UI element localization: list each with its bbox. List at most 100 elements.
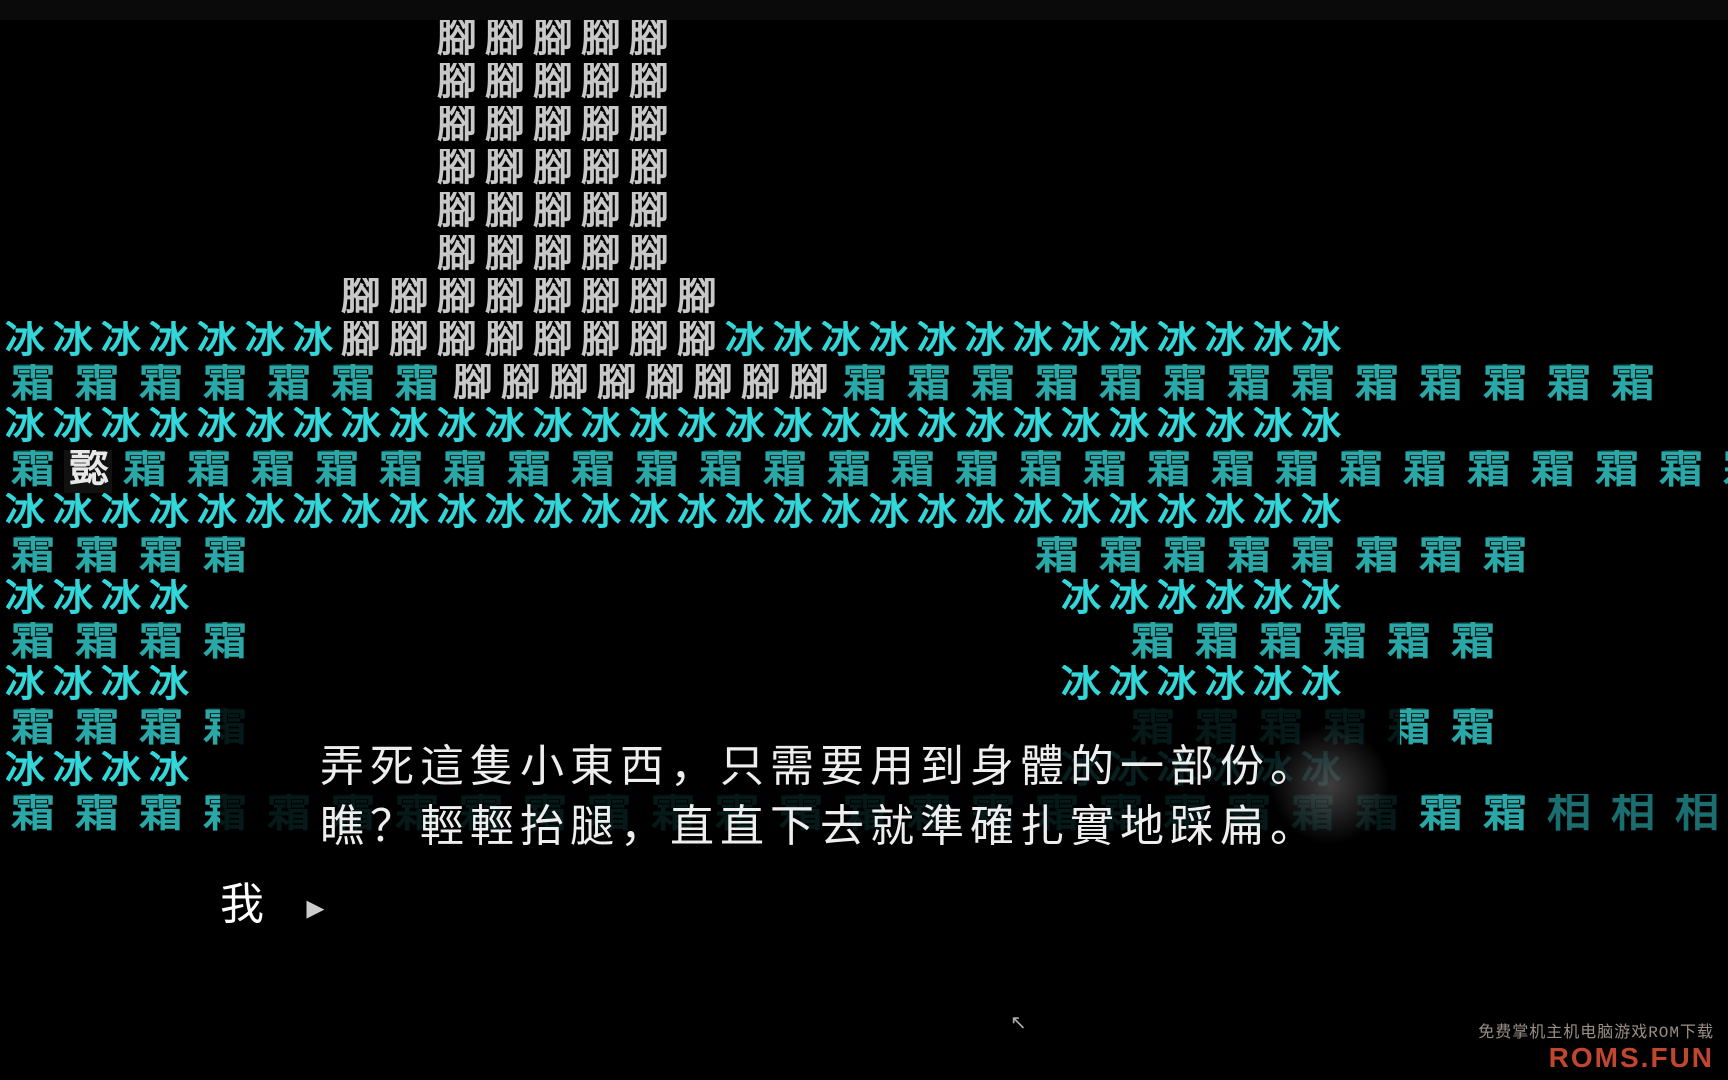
empty-tile [576,579,624,622]
speaker-name: 我 [220,883,268,933]
empty-tile [1200,235,1248,278]
dialog-box[interactable]: 弄死這隻小東西，只需要用到身體的一部份。 瞧？輕輕抬腿，直直下去就準確扎實地踩扁… [220,700,1400,940]
empty-tile [240,579,288,622]
frost-tile: 霜 [64,708,128,751]
ice-tile: 冰 [816,493,864,536]
empty-tile [816,579,864,622]
watermark: 免费掌机主机电脑游戏ROM下载 ROMS.FUN [1478,1018,1714,1074]
foot-tile: 腳 [432,321,480,364]
foot-tile: 腳 [448,364,496,407]
empty-tile [384,192,432,235]
empty-tile [1008,278,1056,321]
ice-tile: 冰 [96,407,144,450]
frost-tile: 霜 [1072,450,1136,493]
empty-tile [1056,106,1104,149]
empty-tile [192,235,240,278]
empty-tile [832,622,880,665]
foot-tile: 腳 [480,192,528,235]
empty-tile [816,106,864,149]
foot-tile: 腳 [576,278,624,321]
empty-tile [720,235,768,278]
frost-tile: 霜 [1472,794,1536,837]
empty-tile [240,63,288,106]
continue-caret-icon[interactable]: ▸ [306,887,328,930]
empty-tile [1056,63,1104,106]
empty-tile [192,149,240,192]
ice-tile: 冰 [912,321,960,364]
empty-tile [960,278,1008,321]
frost-tile: 霜 [1472,364,1536,407]
empty-tile [192,192,240,235]
empty-tile [816,192,864,235]
ice-tile: 冰 [912,493,960,536]
empty-tile [640,622,688,665]
foot-tile: 腳 [624,321,672,364]
game-viewport[interactable]: 腳腳腳腳腳腳腳腳腳腳腳腳腳腳腳腳腳腳腳腳腳腳腳腳腳腳腳腳腳腳腳腳腳腳腳腳腳腳冰冰… [0,0,1728,1080]
foot-tile: 腳 [496,364,544,407]
empty-tile [1296,63,1344,106]
empty-tile [1152,20,1200,63]
dialog-line-2: 瞧？輕輕抬腿，直直下去就準確扎實地踩扁。 [320,800,1320,860]
frost-tile: 霜 [1456,450,1520,493]
empty-tile [0,63,48,106]
foot-tile: 腳 [480,20,528,63]
empty-tile [192,63,240,106]
empty-tile [1296,235,1344,278]
empty-tile [1200,63,1248,106]
ice-tile: 冰 [480,407,528,450]
frost-tile: 霜 [0,794,64,837]
empty-tile [1152,235,1200,278]
frost-tile: 霜 [128,536,192,579]
foot-tile: 腳 [432,149,480,192]
empty-tile [1248,235,1296,278]
empty-tile [1296,278,1344,321]
frost-tile: 霜 [1536,364,1600,407]
empty-tile [960,579,1008,622]
empty-tile [960,235,1008,278]
ice-tile: 冰 [48,321,96,364]
ice-tile: 冰 [1248,321,1296,364]
empty-tile [192,579,240,622]
frost-tile: 霜 [128,622,192,665]
tile-row: 霜霜霜霜霜霜霜腳腳腳腳腳腳腳腳霜霜霜霜霜霜霜霜霜霜霜霜霜 [0,364,1728,407]
empty-tile [384,579,432,622]
frost-tile: 霜 [1344,536,1408,579]
foot-tile: 腳 [480,106,528,149]
frost-tile: 霜 [1216,536,1280,579]
empty-tile [144,149,192,192]
ice-tile: 冰 [1104,493,1152,536]
frost-tile: 霜 [1088,536,1152,579]
tile-row: 霜霜霜霜霜霜霜霜霜霜 [0,622,1728,665]
frost-tile: 霜 [1408,536,1472,579]
empty-tile [1248,106,1296,149]
frost-tile: 霜 [1312,622,1376,665]
frost-tile: 霜 [752,450,816,493]
empty-tile [192,20,240,63]
empty-tile [1200,149,1248,192]
foot-tile: 腳 [528,278,576,321]
watermark-subtitle: 免费掌机主机电脑游戏ROM下载 [1478,1018,1714,1042]
ice-tile: 冰 [0,407,48,450]
foot-tile: 腳 [576,20,624,63]
empty-tile [1248,192,1296,235]
frost-tile: 霜 [0,622,64,665]
empty-tile [48,278,96,321]
empty-tile [1008,63,1056,106]
frost-tile: 霜 [1216,364,1280,407]
empty-tile [1248,63,1296,106]
ice-tile: 冰 [96,579,144,622]
empty-tile [1056,149,1104,192]
empty-tile [912,579,960,622]
ice-tile: 冰 [144,665,192,708]
foot-tile: 腳 [528,321,576,364]
frost-tile: 霜 [0,450,64,493]
ice-tile: 冰 [960,407,1008,450]
empty-tile [672,192,720,235]
foot-tile: 腳 [592,364,640,407]
foot-tile: 腳 [528,235,576,278]
ice-tile: 冰 [960,321,1008,364]
empty-tile [832,536,880,579]
empty-tile [1104,149,1152,192]
frost-tile: 霜 [1008,450,1072,493]
tile-row: 腳腳腳腳腳 [0,20,1728,63]
